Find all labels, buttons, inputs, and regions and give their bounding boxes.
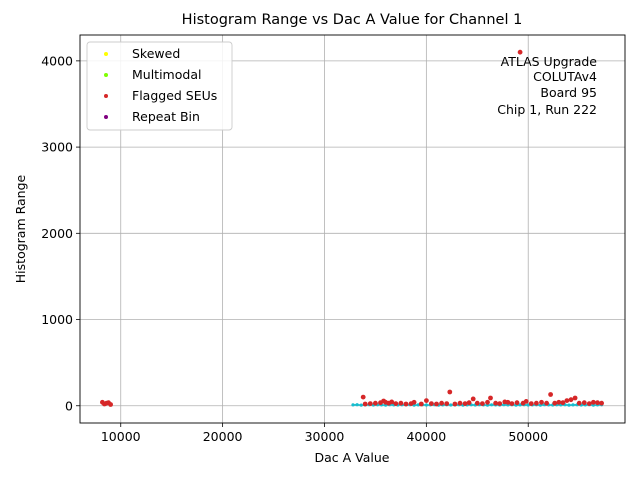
data-point — [488, 395, 493, 401]
data-point — [548, 392, 553, 397]
legend-label-multimodal: Multimodal — [132, 67, 201, 82]
plot-frame — [79, 34, 626, 424]
data-point — [539, 399, 544, 405]
legend-entry-repeat-bin: Repeat Bin — [104, 109, 200, 124]
x-tick-label: 50000 — [508, 429, 548, 444]
data-point — [434, 401, 439, 407]
data-point — [470, 396, 476, 402]
data-point — [517, 49, 523, 55]
data-point — [480, 401, 485, 406]
legend-box — [86, 41, 233, 131]
data-point — [560, 400, 566, 406]
data-point — [466, 400, 472, 406]
data-point — [474, 400, 480, 406]
legend-label-repeat-bin: Repeat Bin — [132, 109, 200, 124]
data-point — [351, 403, 355, 407]
data-point — [567, 403, 571, 407]
data-point — [490, 403, 494, 407]
data-point — [556, 399, 562, 405]
y-tick-label: 4000 — [41, 53, 73, 68]
data-point — [389, 399, 395, 405]
data-point — [528, 401, 534, 406]
legend-entry-flagged-seus: Flagged SEUs — [104, 88, 217, 103]
data-point — [462, 401, 468, 406]
data-point — [447, 389, 453, 395]
data-point — [457, 400, 463, 406]
data-point — [564, 398, 570, 403]
data-point — [552, 400, 558, 406]
data-point — [398, 400, 404, 406]
data-point — [444, 401, 450, 406]
data-point — [359, 403, 363, 407]
annotation-line-1: ATLAS Upgrade — [501, 54, 598, 69]
legend-entry-skewed: Skewed — [104, 46, 180, 61]
axis-ticks: 10000 20000 30000 40000 50000 0 1000 2000 3000 40… — [41, 53, 548, 444]
legend-label-flagged-seus: Flagged SEUs — [132, 88, 217, 103]
data-point — [429, 401, 434, 406]
legend-marker-skewed — [104, 52, 108, 56]
data-point — [514, 400, 520, 406]
y-tick-label: 1000 — [41, 312, 73, 327]
data-point — [523, 399, 529, 404]
data-point — [360, 394, 366, 400]
data-point — [599, 400, 604, 406]
data-point — [393, 401, 399, 406]
data-point — [509, 401, 515, 406]
data-point — [581, 400, 587, 406]
legend-marker-multimodal — [104, 73, 108, 77]
data-point — [586, 401, 592, 406]
data-point — [367, 401, 373, 406]
data-points — [100, 49, 604, 407]
x-axis-label: Dac A Value — [315, 450, 390, 465]
data-point — [568, 397, 574, 403]
x-tick-label: 40000 — [406, 429, 446, 444]
x-tick-label: 30000 — [305, 429, 345, 444]
y-axis-label: Histogram Range — [13, 174, 28, 283]
data-point — [571, 403, 575, 407]
data-point — [505, 399, 511, 405]
legend-label-skewed: Skewed — [132, 46, 180, 61]
run-annotation: ATLAS Upgrade COLUTAv4 Board 95 Chip 1, … — [497, 54, 597, 117]
data-point — [355, 403, 359, 407]
data-point — [485, 399, 490, 405]
data-point — [572, 395, 578, 401]
data-point — [544, 400, 549, 406]
data-point — [424, 398, 429, 403]
annotation-line-3: Board 95 — [540, 85, 597, 100]
data-point — [534, 400, 539, 406]
legend-entry-multimodal: Multimodal — [104, 67, 201, 82]
x-tick-label: 10000 — [101, 429, 141, 444]
y-tick-label: 2000 — [41, 226, 73, 241]
x-tick-label: 20000 — [203, 429, 243, 444]
data-point — [452, 401, 458, 407]
data-point — [439, 400, 444, 406]
data-point — [595, 400, 600, 406]
data-point — [497, 401, 503, 406]
legend-marker-repeat-bin — [104, 115, 108, 119]
annotation-line-2: COLUTAv4 — [533, 69, 597, 84]
data-point — [362, 401, 368, 407]
annotation-line-4: Chip 1, Run 222 — [497, 102, 597, 117]
y-tick-label: 0 — [65, 398, 73, 413]
data-point — [108, 402, 113, 407]
data-point — [373, 400, 378, 406]
data-point — [576, 400, 582, 406]
chart-title: Histogram Range vs Dac A Value for Chann… — [182, 12, 523, 28]
data-point — [418, 401, 424, 407]
data-point — [403, 401, 409, 407]
legend: Skewed Multimodal Flagged SEUs Repeat Bi… — [86, 41, 233, 131]
data-point — [424, 403, 428, 407]
data-point — [591, 399, 596, 405]
legend-marker-flagged-seus — [104, 94, 108, 98]
data-point — [411, 399, 417, 405]
data-point — [493, 400, 498, 406]
y-tick-label: 3000 — [41, 140, 73, 155]
data-point — [449, 403, 453, 407]
